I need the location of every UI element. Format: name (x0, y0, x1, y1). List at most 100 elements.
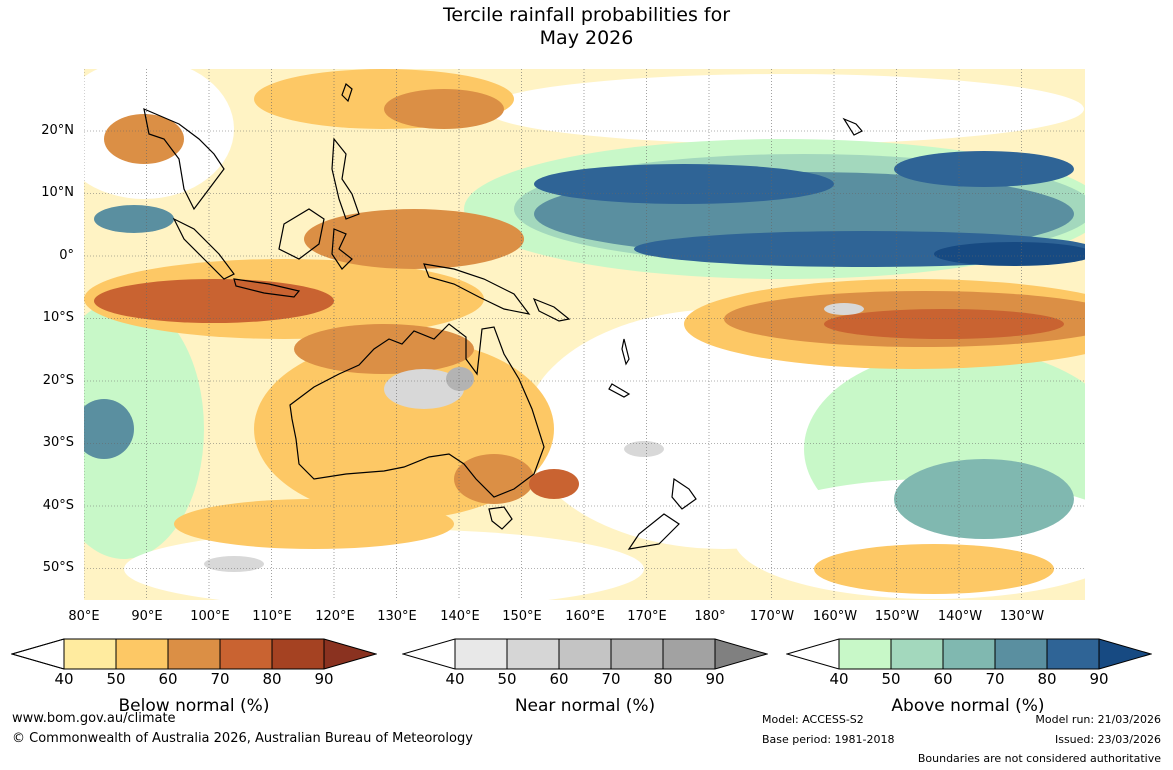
probability-map (84, 69, 1085, 600)
below-normal-region (94, 279, 334, 323)
colorbar-swatch (64, 639, 116, 669)
sulawesi-coastline (331, 228, 353, 270)
near-normal-region (204, 556, 264, 572)
above-normal-region (894, 151, 1074, 187)
below-normal-region (294, 324, 474, 374)
colorbar-swatch (403, 639, 455, 669)
neutral-region (484, 74, 1084, 144)
lat-label-20n: 20°N (41, 123, 74, 138)
lat-label-10s: 10°S (42, 310, 74, 325)
taiwan-coastline (341, 82, 353, 103)
website-link[interactable]: www.bom.gov.au/climate (12, 711, 176, 726)
model-name: Model: ACCESS-S2 (762, 713, 864, 726)
graticule (84, 69, 1085, 600)
tick-label: 80 (653, 670, 673, 688)
near-normal-region (624, 441, 664, 457)
near-normal-region (384, 369, 464, 409)
above-normal-region (84, 399, 134, 459)
below-normal-region (174, 499, 454, 549)
colorbar-swatch (787, 639, 839, 669)
title-line-2: May 2026 (539, 27, 634, 49)
near-normal-region (446, 367, 474, 391)
lon-label-100e: 100°E (190, 609, 230, 624)
new-guinea-coastline (423, 263, 531, 315)
above-normal-region (934, 242, 1085, 266)
tick-label: 60 (549, 670, 569, 688)
lon-label-160w: 160°W (812, 609, 858, 624)
new-zealand-coastline (627, 477, 697, 550)
below-normal-region (814, 544, 1054, 594)
colorbar-swatch (663, 639, 715, 669)
lon-label-120e: 120°E (315, 609, 355, 624)
colorbar-swatch (1099, 639, 1151, 669)
lon-label-80e: 80°E (68, 609, 100, 624)
tick-label: 70 (601, 670, 621, 688)
colorbar-swatch (891, 639, 943, 669)
below-normal-region (529, 469, 579, 499)
above-normal-region (84, 299, 204, 559)
below-normal-title: Below normal (%) (118, 696, 270, 716)
lat-label-30s: 30°S (42, 435, 74, 450)
tick-label: 70 (985, 670, 1005, 688)
tick-label: 90 (314, 670, 334, 688)
colorbar-swatch (839, 639, 891, 669)
colorbar-swatch (559, 639, 611, 669)
above-normal-colorbar (786, 638, 1152, 670)
tick-label: 40 (445, 670, 465, 688)
coastlines (143, 82, 863, 550)
vanuatu-coastline (621, 338, 630, 366)
colorbar-swatch (11, 638, 65, 670)
above-normal-title: Above normal (%) (891, 696, 1045, 716)
issued-date: Issued: 23/03/2026 (1054, 733, 1161, 746)
lon-label-130w: 130°W (999, 609, 1045, 624)
lon-label-170e: 170°E (627, 609, 667, 624)
lon-label-140w: 140°W (937, 609, 983, 624)
colorbar-swatch (715, 639, 767, 669)
lat-label-20s: 20°S (42, 373, 74, 388)
colorbar-swatch (116, 639, 168, 669)
colorbar-swatch (272, 639, 324, 669)
near-normal-title: Near normal (%) (514, 696, 656, 716)
lon-label-150w: 150°W (874, 609, 920, 624)
below-normal-ticks: 40 50 60 70 80 90 (0, 670, 333, 688)
colorbar-swatch (611, 639, 663, 669)
lon-label-90e: 90°E (131, 609, 163, 624)
lat-label-0: 0° (59, 248, 74, 263)
tick-label: 90 (1089, 670, 1109, 688)
title-line-1: Tercile rainfall probabilities for (442, 4, 731, 26)
lon-label-180: 180° (694, 609, 726, 624)
boundaries-note: Boundaries are not considered authoritat… (917, 752, 1161, 765)
lon-label-130e: 130°E (377, 609, 417, 624)
tick-label: 80 (1037, 670, 1057, 688)
below-normal-colorbar (11, 638, 377, 670)
tasmania-coastline (488, 506, 513, 530)
tick-label: 40 (54, 670, 74, 688)
solomon-islands-coastline (532, 297, 571, 322)
colorbar-swatch (220, 639, 272, 669)
java-coastline (233, 278, 301, 298)
tick-label: 50 (497, 670, 517, 688)
australia-coastline (289, 323, 545, 498)
indochina-coastline (143, 107, 225, 211)
map-canvas (84, 69, 1085, 600)
sumatra-coastline (172, 217, 235, 280)
above-normal-region (534, 164, 834, 204)
colorbar-swatch (455, 639, 507, 669)
tick-label: 50 (881, 670, 901, 688)
new-caledonia-coastline (608, 383, 631, 398)
near-normal-ticks: 40 50 60 70 80 90 (391, 670, 724, 688)
base-period: Base period: 1981-2018 (762, 733, 895, 746)
lat-label-50s: 50°S (42, 560, 74, 575)
above-normal-region (94, 205, 174, 233)
near-normal-region (824, 303, 864, 315)
tick-label: 80 (262, 670, 282, 688)
lon-label-170w: 170°W (749, 609, 795, 624)
lon-label-140e: 140°E (440, 609, 480, 624)
below-normal-region (104, 114, 184, 164)
lon-label-110e: 110°E (252, 609, 292, 624)
tick-label: 90 (705, 670, 725, 688)
below-normal-region (384, 89, 504, 129)
map-title: Tercile rainfall probabilities for May 2… (0, 4, 1173, 50)
copyright-notice: © Commonwealth of Australia 2026, Austra… (12, 731, 473, 746)
hawaii-coastline (842, 117, 863, 136)
